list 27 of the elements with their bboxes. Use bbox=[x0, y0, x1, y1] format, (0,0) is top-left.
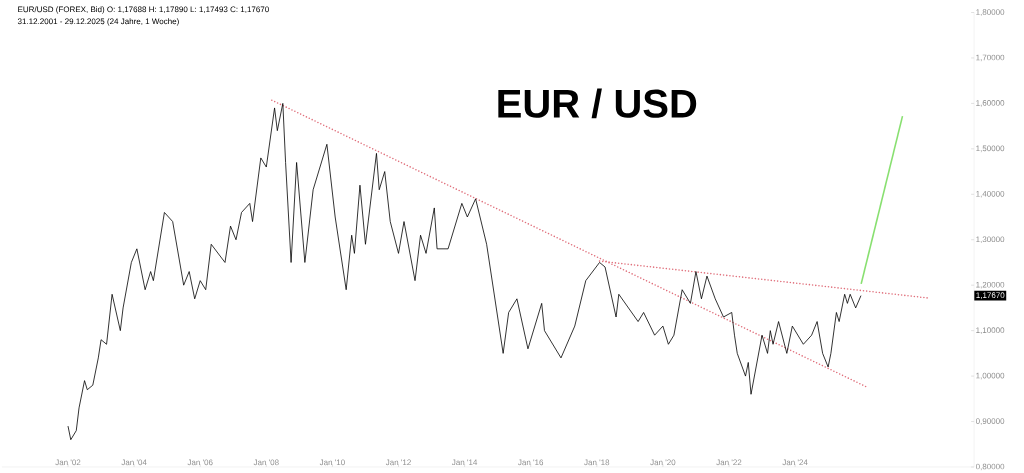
text: EUR / USD bbox=[498, 88, 697, 119]
x-tick-label: Jan '16 bbox=[518, 459, 544, 466]
x-tick-label: Jan '22 bbox=[716, 459, 742, 466]
x-tick-label: Jan '08 bbox=[253, 459, 279, 466]
x-tick-label: Jan '18 bbox=[584, 459, 610, 466]
y-tick-label: 1,80000 bbox=[976, 9, 1005, 16]
x-tick-label: Jan '14 bbox=[451, 459, 478, 466]
x-tick-label: Jan '04 bbox=[121, 459, 147, 466]
y-tick-label: 1,00000 bbox=[976, 372, 1005, 380]
y-tick-label: 0,80000 bbox=[975, 463, 1005, 471]
y-tick-label: 1,20000 bbox=[976, 281, 1005, 289]
x-tick-label: Jan '10 bbox=[319, 459, 345, 466]
x-tick-label: Jan '12 bbox=[385, 459, 411, 466]
y-tick-label: 0,90000 bbox=[975, 418, 1005, 425]
text: 1,17670 bbox=[976, 292, 1005, 299]
y-tick-label: 1,40000 bbox=[976, 190, 1005, 198]
x-tick-label: Jan '24 bbox=[782, 459, 808, 466]
y-tick-label: 1,70000 bbox=[976, 54, 1005, 62]
chart-subtitle: EUR/USD (FOREX, Bid) O: 1,17688 H: 1,17890 L: 1,17493 C: 1,17670 bbox=[18, 6, 269, 14]
y-tick-label: 1,10000 bbox=[976, 327, 1005, 334]
x-tick-label: Jan '06 bbox=[187, 459, 213, 466]
x-tick-label: Jan '20 bbox=[650, 459, 676, 466]
x-tick-label: Jan '02 bbox=[55, 459, 81, 466]
y-tick-label: 1,30000 bbox=[976, 236, 1005, 244]
y-tick-label: 1,50000 bbox=[976, 145, 1005, 153]
y-tick-label: 1,60000 bbox=[976, 100, 1005, 107]
annotation: 31.12.2001 - 29.12.2025 (24 Jahre, 1 Woche) bbox=[17, 18, 179, 26]
